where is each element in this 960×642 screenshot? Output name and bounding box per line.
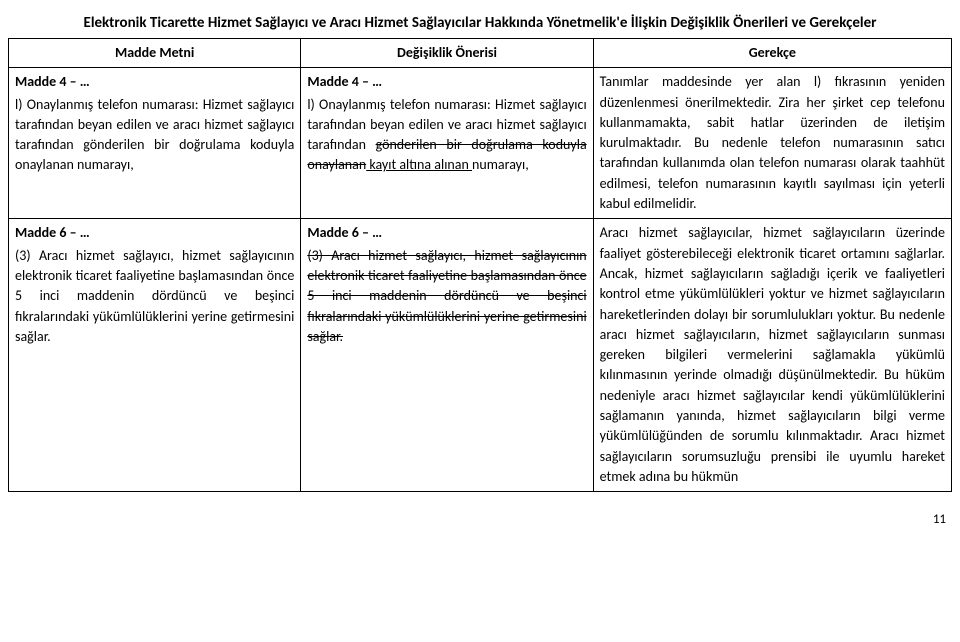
rationale-text: Aracı hizmet sağlayıcılar, hizmet sağlay…	[600, 223, 945, 487]
header-col1: Madde Metni	[9, 39, 301, 68]
article-body: (3) Aracı hizmet sağlayıcı, hizmet sağla…	[307, 246, 586, 347]
article-heading: Madde 6 – …	[307, 223, 586, 243]
document-title: Elektronik Ticarette Hizmet Sağlayıcı ve…	[8, 8, 952, 38]
cell-gerekce: Aracı hizmet sağlayıcılar, hizmet sağlay…	[593, 219, 951, 492]
text-part: numarayı,	[472, 156, 529, 173]
table-row: Madde 4 – … l) Onaylanmış telefon numara…	[9, 68, 952, 219]
cell-degisiklik: Madde 4 – … l) Onaylanmış telefon numara…	[301, 68, 593, 219]
cell-gerekce: Tanımlar maddesinde yer alan l) fıkrasın…	[593, 68, 951, 219]
cell-madde-metni: Madde 4 – … l) Onaylanmış telefon numara…	[9, 68, 301, 219]
header-row: Madde Metni Değişiklik Önerisi Gerekçe	[9, 39, 952, 68]
cell-madde-metni: Madde 6 – … (3) Aracı hizmet sağlayıcı, …	[9, 219, 301, 492]
header-col3: Gerekçe	[593, 39, 951, 68]
regulation-table: Madde Metni Değişiklik Önerisi Gerekçe M…	[8, 38, 952, 492]
article-heading: Madde 6 – …	[15, 223, 294, 243]
underline-text: kayıt altına alınan	[366, 156, 472, 173]
article-body: l) Onaylanmış telefon numarası: Hizmet s…	[15, 95, 294, 176]
article-body: (3) Aracı hizmet sağlayıcı, hizmet sağla…	[15, 246, 294, 347]
article-heading: Madde 4 – …	[15, 72, 294, 92]
article-heading: Madde 4 – …	[307, 72, 586, 92]
strike-text: (3) Aracı hizmet sağlayıcı, hizmet sağla…	[307, 247, 586, 345]
table-row: Madde 6 – … (3) Aracı hizmet sağlayıcı, …	[9, 219, 952, 492]
rationale-text: Tanımlar maddesinde yer alan l) fıkrasın…	[600, 72, 945, 214]
header-col2: Değişiklik Önerisi	[301, 39, 593, 68]
cell-degisiklik: Madde 6 – … (3) Aracı hizmet sağlayıcı, …	[301, 219, 593, 492]
article-body: l) Onaylanmış telefon numarası: Hizmet s…	[307, 95, 586, 176]
page-number: 11	[8, 492, 952, 527]
